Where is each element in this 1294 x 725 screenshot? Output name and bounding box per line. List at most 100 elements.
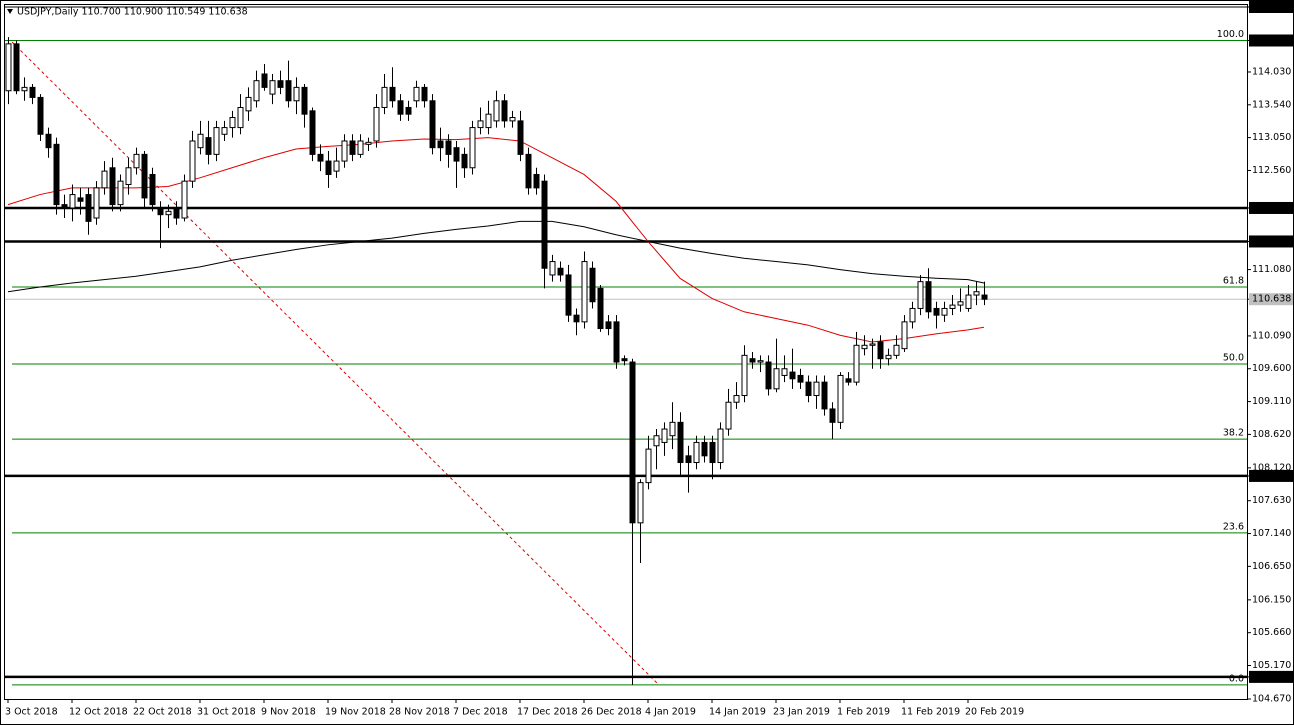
y-tick-label: 106.650	[1252, 561, 1291, 572]
y-tick-label: 114.030	[1252, 66, 1291, 77]
candle-body	[237, 106, 244, 129]
candle-body	[613, 321, 620, 363]
y-label-box	[1249, 34, 1293, 47]
candle-body	[789, 371, 796, 380]
candle-body	[693, 441, 700, 464]
candle-body	[149, 173, 156, 206]
candle-body	[741, 354, 748, 397]
candle-body	[885, 354, 892, 360]
candle-body	[573, 314, 580, 323]
candle-body	[925, 281, 932, 313]
candle-body	[421, 86, 428, 102]
candle-body	[485, 113, 492, 129]
candle-body	[21, 86, 28, 92]
candle-body	[957, 301, 964, 306]
candle-body	[365, 141, 372, 145]
y-tick-label: 110.638	[1252, 294, 1291, 305]
candle-body	[61, 204, 68, 209]
y-tick-label: 111.500	[1252, 236, 1291, 247]
candle-body	[229, 117, 236, 129]
y-tick-label: 109.110	[1252, 396, 1291, 407]
candle-body	[685, 455, 692, 464]
candle-body	[813, 381, 820, 397]
candle-body	[781, 368, 788, 376]
y-tick-label: 112.560	[1252, 165, 1291, 176]
fib-label: 100.0	[1217, 29, 1244, 40]
candle-body	[173, 207, 180, 219]
candle-body	[861, 344, 868, 350]
candle-body	[733, 395, 740, 403]
y-tick-label: 105.660	[1252, 627, 1291, 638]
fib-label: 38.2	[1223, 428, 1244, 439]
y-label-box	[1249, 201, 1293, 214]
candle-body	[117, 180, 124, 206]
x-tick-label: 1 Feb 2019	[837, 707, 890, 718]
candle-body	[717, 428, 724, 464]
y-tick-label: 105.000	[1252, 671, 1291, 682]
candle-body	[837, 374, 844, 423]
candle-body	[221, 127, 228, 135]
candle-body	[5, 43, 12, 92]
y-tick-label: 113.540	[1252, 99, 1291, 110]
candle-body	[677, 421, 684, 464]
y-tick-label: 105.170	[1252, 660, 1291, 671]
candle-body	[949, 304, 956, 309]
x-tick-label: 22 Oct 2018	[133, 707, 192, 718]
candle-body	[517, 120, 524, 155]
candle-body	[749, 358, 756, 363]
menu-arrow[interactable]	[7, 9, 13, 14]
x-tick-label: 14 Jan 2019	[709, 707, 766, 718]
x-tick-label: 7 Dec 2018	[453, 707, 508, 718]
candle-body	[189, 140, 196, 182]
candle-body	[325, 160, 332, 175]
candle-body	[317, 153, 324, 162]
y-tick-label: 115.000	[1252, 2, 1291, 13]
y-tick-label: 107.630	[1252, 495, 1291, 506]
y-tick-label: 104.670	[1252, 694, 1291, 705]
x-tick-label: 17 Dec 2018	[517, 707, 578, 718]
candle-body	[725, 401, 732, 430]
candle-body	[509, 117, 516, 122]
moving-average	[7, 220, 985, 293]
y-label-box	[1249, 670, 1293, 683]
candle-body	[565, 274, 572, 316]
candle-body	[973, 291, 980, 296]
moving-average	[7, 137, 985, 343]
candle-body	[413, 86, 420, 102]
y-label-box	[1249, 469, 1293, 482]
candle-body	[589, 267, 596, 303]
candle-body	[429, 100, 436, 149]
candle-body	[181, 180, 188, 219]
candle-body	[493, 100, 500, 122]
candle-body	[533, 173, 540, 189]
candle-body	[101, 170, 108, 189]
candle-body	[469, 127, 476, 169]
candle-body	[597, 287, 604, 330]
candle-body	[397, 100, 404, 115]
candle-body	[853, 344, 860, 383]
candle-body	[549, 261, 556, 276]
candle-body	[213, 127, 220, 155]
x-tick-label: 3 Oct 2018	[5, 707, 58, 718]
candle-body	[621, 358, 628, 362]
fib-label: 50.0	[1223, 353, 1244, 364]
y-tick-label: 112.000	[1252, 202, 1291, 213]
y-tick-label: 111.080	[1252, 264, 1291, 275]
fib-label: 61.8	[1223, 276, 1244, 287]
candle-body	[357, 140, 364, 155]
fib-label: 23.6	[1223, 521, 1244, 532]
candle-body	[341, 140, 348, 162]
candle-body	[581, 261, 588, 323]
candle-body	[941, 307, 948, 316]
candle-body	[829, 408, 836, 423]
candle-body	[557, 267, 564, 276]
candle-body	[765, 361, 772, 390]
plot-border	[4, 4, 1248, 700]
candle-body	[461, 153, 468, 169]
candle-body	[253, 80, 260, 102]
candle-body	[29, 86, 36, 98]
x-tick-label: 31 Oct 2018	[197, 707, 256, 718]
y-tick-label: 106.150	[1252, 594, 1291, 605]
